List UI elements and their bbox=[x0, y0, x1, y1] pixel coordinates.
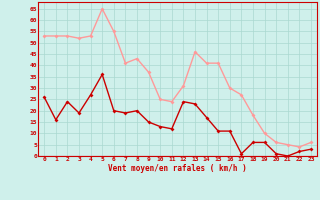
X-axis label: Vent moyen/en rafales ( km/h ): Vent moyen/en rafales ( km/h ) bbox=[108, 164, 247, 173]
